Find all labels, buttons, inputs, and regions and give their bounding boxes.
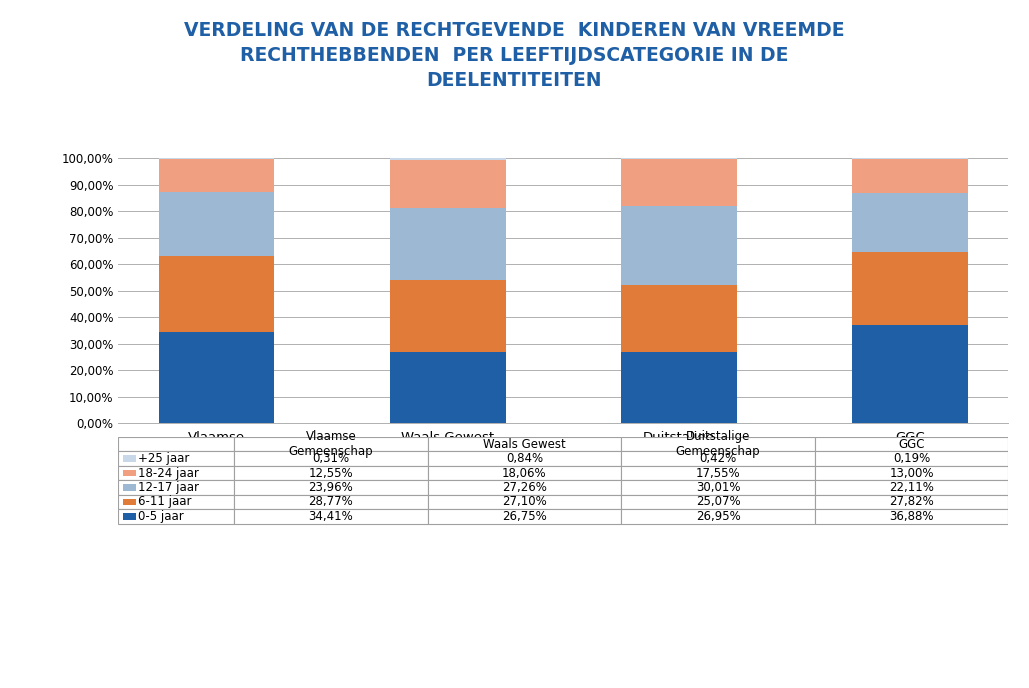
- Bar: [815, 509, 1008, 524]
- Bar: [622, 437, 815, 451]
- Bar: [390, 352, 505, 423]
- Bar: [852, 193, 968, 252]
- Bar: [428, 466, 622, 480]
- Text: 36,88%: 36,88%: [889, 510, 934, 523]
- Bar: [815, 437, 1008, 451]
- Bar: [428, 437, 622, 451]
- Text: 18,06%: 18,06%: [502, 466, 546, 480]
- Text: 12,55%: 12,55%: [309, 466, 353, 480]
- Text: 18-24 jaar: 18-24 jaar: [138, 466, 199, 480]
- Text: 27,82%: 27,82%: [889, 495, 934, 508]
- Bar: [622, 286, 737, 352]
- Bar: [158, 256, 275, 332]
- Bar: [118, 451, 234, 466]
- Bar: [122, 455, 136, 462]
- Bar: [622, 158, 737, 160]
- Bar: [390, 281, 505, 352]
- Bar: [118, 495, 234, 509]
- Bar: [390, 158, 505, 160]
- Bar: [390, 160, 505, 208]
- Text: 26,75%: 26,75%: [502, 510, 546, 523]
- Text: 34,41%: 34,41%: [309, 510, 353, 523]
- Bar: [852, 159, 968, 193]
- Text: 25,07%: 25,07%: [696, 495, 740, 508]
- Bar: [622, 509, 815, 524]
- Text: 30,01%: 30,01%: [696, 481, 740, 494]
- Bar: [234, 480, 428, 495]
- Text: 0,19%: 0,19%: [893, 452, 930, 465]
- Text: 27,10%: 27,10%: [502, 495, 546, 508]
- Text: +25 jaar: +25 jaar: [138, 452, 189, 465]
- Bar: [234, 509, 428, 524]
- Text: Vlaamse
Gemeenschap: Vlaamse Gemeenschap: [288, 430, 374, 458]
- Bar: [622, 495, 815, 509]
- Bar: [428, 495, 622, 509]
- Bar: [158, 158, 275, 159]
- Bar: [234, 495, 428, 509]
- Bar: [122, 470, 136, 476]
- Bar: [622, 352, 737, 423]
- Text: 26,95%: 26,95%: [696, 510, 741, 523]
- Bar: [234, 466, 428, 480]
- Bar: [428, 509, 622, 524]
- Bar: [158, 159, 275, 193]
- Bar: [428, 451, 622, 466]
- Text: 13,00%: 13,00%: [889, 466, 934, 480]
- Text: 27,26%: 27,26%: [502, 481, 546, 494]
- Bar: [158, 332, 275, 423]
- Bar: [234, 451, 428, 466]
- Bar: [390, 208, 505, 281]
- Bar: [852, 252, 968, 325]
- Text: 6-11 jaar: 6-11 jaar: [138, 495, 191, 508]
- Bar: [118, 509, 234, 524]
- Text: 17,55%: 17,55%: [696, 466, 740, 480]
- Bar: [815, 451, 1008, 466]
- Bar: [122, 513, 136, 519]
- Text: 22,11%: 22,11%: [889, 481, 934, 494]
- Bar: [622, 160, 737, 206]
- Bar: [815, 480, 1008, 495]
- Text: 12-17 jaar: 12-17 jaar: [138, 481, 199, 494]
- Text: 0,42%: 0,42%: [700, 452, 737, 465]
- Bar: [118, 466, 234, 480]
- Bar: [428, 480, 622, 495]
- Text: 0-5 jaar: 0-5 jaar: [138, 510, 184, 523]
- Bar: [158, 193, 275, 256]
- Text: VERDELING VAN DE RECHTGEVENDE  KINDEREN VAN VREEMDE
RECHTHEBBENDEN  PER LEEFTIJD: VERDELING VAN DE RECHTGEVENDE KINDEREN V…: [184, 21, 845, 89]
- Bar: [122, 484, 136, 491]
- Bar: [622, 206, 737, 286]
- Text: 28,77%: 28,77%: [309, 495, 353, 508]
- Bar: [234, 437, 428, 451]
- Bar: [622, 466, 815, 480]
- Text: 23,96%: 23,96%: [309, 481, 353, 494]
- Bar: [118, 437, 234, 451]
- Bar: [622, 480, 815, 495]
- Text: Duitstalige
Gemeenschap: Duitstalige Gemeenschap: [676, 430, 760, 458]
- Bar: [815, 495, 1008, 509]
- Text: 0,31%: 0,31%: [312, 452, 350, 465]
- Text: 0,84%: 0,84%: [506, 452, 543, 465]
- Bar: [122, 499, 136, 505]
- Text: GGC: GGC: [898, 438, 925, 451]
- Bar: [815, 466, 1008, 480]
- Bar: [118, 480, 234, 495]
- Bar: [852, 325, 968, 423]
- Bar: [622, 451, 815, 466]
- Text: Waals Gewest: Waals Gewest: [483, 438, 566, 451]
